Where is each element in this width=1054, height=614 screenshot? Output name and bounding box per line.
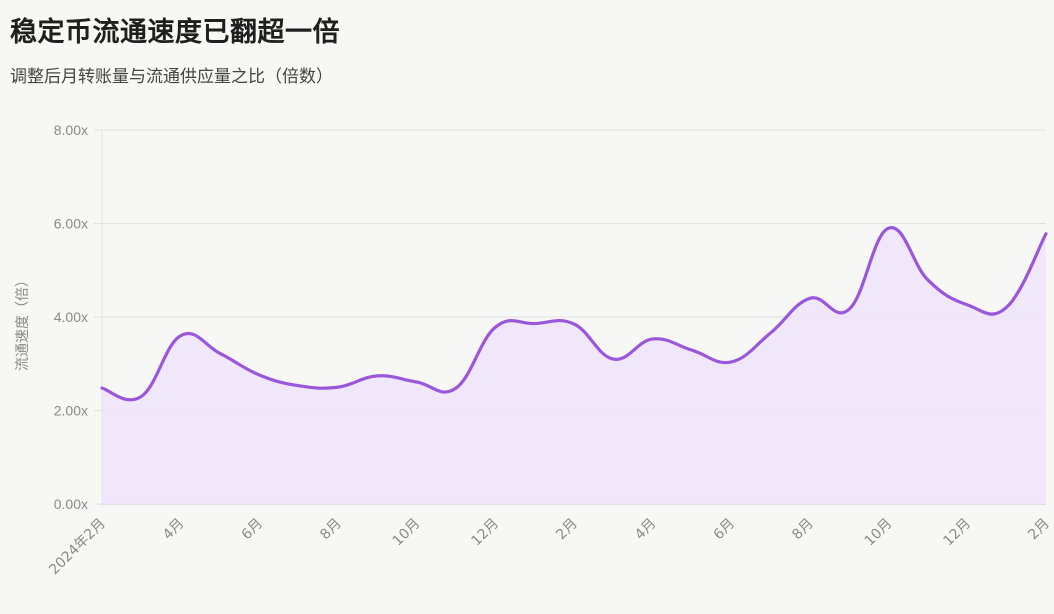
- x-tick-label: 12月: [940, 516, 974, 550]
- y-tick-label: 0.00x: [54, 496, 88, 512]
- y-tick-label: 4.00x: [54, 309, 88, 325]
- x-tick-label: 4月: [632, 516, 660, 544]
- y-tick-label: 2.00x: [54, 403, 88, 419]
- chart-subtitle: 调整后月转账量与流通供应量之比（倍数）: [10, 67, 333, 87]
- x-tick-label: 6月: [239, 516, 267, 544]
- y-axis-ticks: 0.00x 2.00x 4.00x 6.00x 8.00x: [54, 122, 88, 512]
- x-tick-label: 8月: [789, 516, 817, 544]
- y-tick-label: 8.00x: [54, 122, 88, 138]
- x-tick-label: 10月: [390, 516, 424, 550]
- x-tick-label: 8月: [317, 516, 345, 544]
- chart-title: 稳定币流通速度已翻超一倍: [10, 17, 340, 48]
- x-axis-ticks: 2024年2月 4月 6月 8月 10月 12月 2月 4月 6月 8月 10月 12月 2月: [46, 516, 1053, 579]
- x-tick-label: 2月: [1025, 516, 1053, 544]
- x-tick-label: 10月: [862, 516, 896, 550]
- x-tick-label: 2024年2月: [46, 516, 109, 579]
- data-line: [100, 226, 1048, 402]
- y-tick-label: 6.00x: [54, 216, 88, 232]
- x-tick-label: 2月: [553, 516, 581, 544]
- x-tick-label: 12月: [468, 516, 502, 550]
- x-tick-label: 4月: [160, 516, 188, 544]
- x-tick-label: 6月: [711, 516, 739, 544]
- area-fill: [102, 227, 1046, 504]
